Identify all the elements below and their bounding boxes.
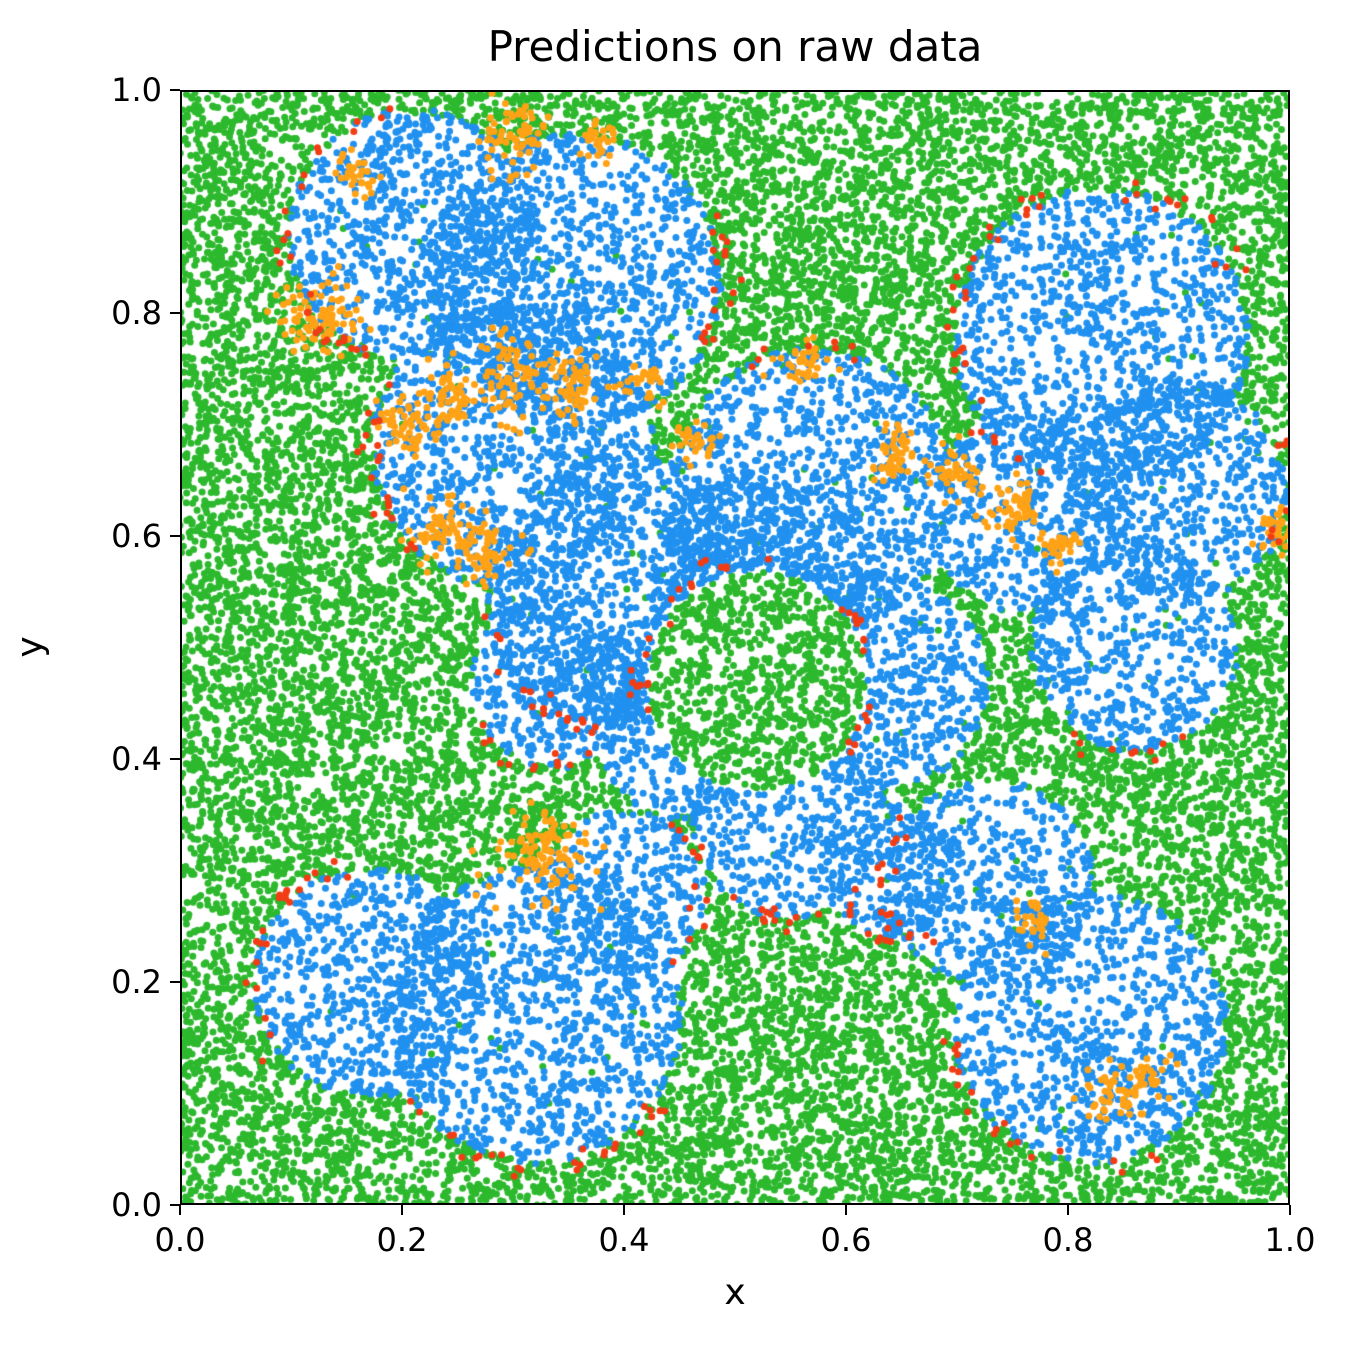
x-tick-label: 0.2 — [376, 1221, 428, 1259]
y-tick-mark — [170, 311, 180, 315]
x-tick-mark — [844, 1205, 848, 1215]
x-tick-mark — [622, 1205, 626, 1215]
y-axis-label: y — [9, 636, 51, 658]
x-tick-label: 1.0 — [1264, 1221, 1316, 1259]
x-axis-label: x — [724, 1272, 746, 1313]
y-tick-label: 0.8 — [111, 294, 162, 332]
plot-area — [180, 90, 1290, 1205]
x-tick-mark — [1066, 1205, 1070, 1215]
y-tick-label: 1.0 — [111, 71, 162, 109]
y-tick-mark — [170, 1203, 180, 1207]
x-tick-mark — [178, 1205, 182, 1215]
y-tick-mark — [170, 980, 180, 984]
y-tick-mark — [170, 88, 180, 92]
x-tick-label: 0.0 — [154, 1221, 206, 1259]
x-tick-mark — [1288, 1205, 1292, 1215]
y-tick-label: 0.6 — [111, 517, 162, 555]
scatter-plot-canvas — [180, 90, 1290, 1205]
x-tick-label: 0.6 — [820, 1221, 872, 1259]
y-tick-label: 0.0 — [111, 1186, 162, 1224]
y-tick-label: 0.4 — [111, 740, 162, 778]
y-tick-mark — [170, 757, 180, 761]
x-tick-label: 0.8 — [1042, 1221, 1094, 1259]
x-tick-mark — [400, 1205, 404, 1215]
chart-title: Predictions on raw data — [487, 22, 983, 71]
y-tick-label: 0.2 — [111, 963, 162, 1001]
y-tick-mark — [170, 534, 180, 538]
x-tick-label: 0.4 — [598, 1221, 650, 1259]
